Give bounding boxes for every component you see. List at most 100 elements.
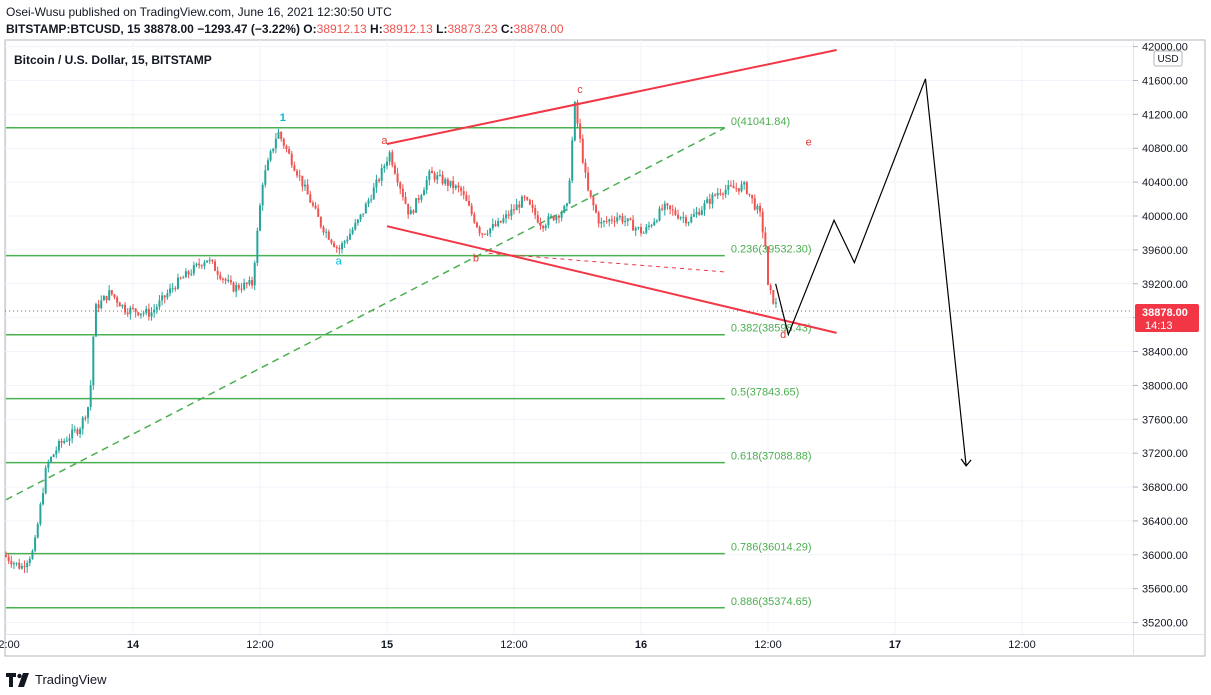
candle-body bbox=[367, 200, 370, 204]
candle-body bbox=[393, 165, 396, 174]
candle-body bbox=[719, 193, 722, 195]
tradingview-logo[interactable]: TradingView bbox=[6, 672, 107, 687]
candle-body bbox=[666, 203, 669, 206]
candle-body bbox=[269, 151, 272, 161]
candle-body bbox=[584, 162, 587, 173]
candle-body bbox=[229, 280, 232, 283]
candle-body bbox=[626, 218, 629, 222]
candle-body bbox=[774, 302, 777, 304]
open-label: O: bbox=[303, 22, 317, 36]
candle-body bbox=[26, 562, 29, 568]
candle-body bbox=[81, 417, 84, 430]
candle-body bbox=[592, 196, 595, 206]
candle-body bbox=[608, 219, 611, 222]
candle-body bbox=[42, 493, 45, 505]
candle-body bbox=[650, 225, 653, 227]
candle-body bbox=[126, 312, 129, 315]
x-tick-label: 12:00 bbox=[0, 639, 20, 651]
candle-body bbox=[494, 224, 497, 226]
candle-body bbox=[195, 263, 198, 266]
candle-body bbox=[695, 211, 698, 215]
current-price-badge[interactable] bbox=[1135, 304, 1199, 333]
x-tick-label: 15 bbox=[381, 639, 393, 651]
candle-body bbox=[711, 194, 714, 204]
candle-body bbox=[595, 205, 598, 213]
trend-lines bbox=[5, 49, 1133, 334]
candle-body bbox=[245, 282, 248, 285]
candle-body bbox=[36, 524, 39, 538]
candle-body bbox=[425, 180, 428, 191]
fib-level-label: 0.886(35374.65) bbox=[731, 596, 812, 608]
candle-body bbox=[219, 274, 222, 279]
candle-body bbox=[169, 288, 172, 294]
candle-body bbox=[539, 222, 542, 226]
candle-body bbox=[76, 429, 79, 434]
candle-body bbox=[684, 217, 687, 224]
candle-body bbox=[97, 304, 100, 309]
candle-body bbox=[767, 246, 769, 285]
candle-body bbox=[243, 282, 246, 290]
candle-body bbox=[759, 205, 762, 212]
candle-body bbox=[417, 198, 420, 200]
candle-body bbox=[526, 197, 529, 200]
candle-body bbox=[420, 195, 423, 200]
candle-body bbox=[698, 211, 701, 215]
candle-body bbox=[206, 260, 209, 263]
candle-body bbox=[248, 280, 251, 285]
candle-body bbox=[57, 440, 60, 451]
candle-body bbox=[671, 209, 674, 211]
candle-body bbox=[428, 171, 431, 181]
current-price-value: 38878.00 bbox=[1142, 307, 1188, 319]
candle-body bbox=[335, 246, 338, 248]
candle-body bbox=[700, 210, 703, 215]
candle-body bbox=[232, 282, 235, 292]
candle-body bbox=[550, 215, 553, 217]
candle-body bbox=[351, 229, 354, 234]
candle-body bbox=[555, 215, 558, 221]
candle-body bbox=[751, 194, 754, 199]
candle-body bbox=[348, 233, 351, 240]
candle-body bbox=[94, 304, 97, 337]
candle-body bbox=[634, 228, 637, 231]
symbol[interactable]: BITSTAMP:BTCUSD, 15 bbox=[6, 22, 141, 36]
symbol-line: BITSTAMP:BTCUSD, 15 38878.00 −1293.47 (−… bbox=[6, 22, 564, 36]
candle-body bbox=[475, 222, 478, 228]
candle-body bbox=[319, 216, 322, 227]
candle-body bbox=[565, 203, 568, 207]
tradingview-icon bbox=[6, 672, 29, 687]
candle-body bbox=[341, 243, 344, 250]
candle-body bbox=[470, 205, 473, 215]
candle-body bbox=[28, 558, 31, 563]
candle-body bbox=[55, 450, 58, 455]
candle-body bbox=[325, 231, 328, 233]
x-tick-label: 12:00 bbox=[246, 639, 274, 651]
candle-body bbox=[616, 217, 619, 222]
candle-body bbox=[510, 209, 513, 216]
candle-body bbox=[677, 214, 680, 219]
y-tick-label: 37600.00 bbox=[1142, 414, 1188, 426]
candle-body bbox=[430, 171, 433, 174]
candle-body bbox=[364, 203, 367, 214]
candle-body bbox=[679, 217, 682, 219]
candle-body bbox=[534, 207, 537, 216]
candle-body bbox=[182, 277, 185, 279]
candle-body bbox=[610, 219, 613, 221]
candle-body bbox=[396, 173, 399, 183]
candle-body bbox=[507, 214, 510, 216]
candle-body bbox=[137, 312, 140, 316]
candle-body bbox=[536, 215, 539, 223]
candle-body bbox=[452, 180, 455, 189]
candle-body bbox=[444, 179, 447, 184]
candle-body bbox=[166, 293, 169, 298]
currency-badge[interactable]: USD bbox=[1153, 50, 1183, 67]
candle-body bbox=[642, 232, 645, 234]
candle-body bbox=[576, 101, 579, 124]
fib-level-label: 0.618(37088.88) bbox=[731, 451, 812, 463]
candle-body bbox=[647, 225, 650, 227]
candle-body bbox=[221, 278, 224, 280]
candle-body bbox=[383, 165, 386, 169]
candle-body bbox=[92, 336, 95, 386]
candle-body bbox=[274, 138, 277, 149]
candle-body bbox=[113, 294, 116, 298]
